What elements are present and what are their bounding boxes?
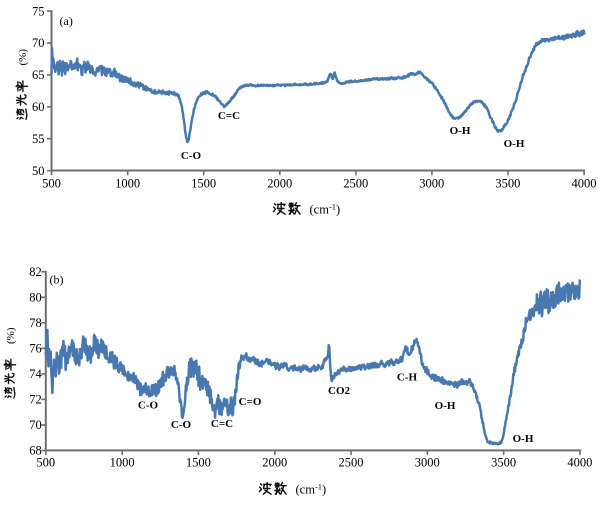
svg-text:65: 65	[32, 68, 45, 82]
svg-text:78: 78	[29, 316, 42, 330]
svg-text:500: 500	[36, 456, 55, 470]
svg-text:50: 50	[32, 164, 45, 178]
svg-text:76: 76	[29, 342, 42, 356]
svg-text:3000: 3000	[419, 176, 444, 190]
svg-text:C=C: C=C	[218, 110, 240, 122]
svg-text:(cm-1): (cm-1)	[310, 201, 341, 216]
svg-text:4000: 4000	[572, 176, 597, 190]
svg-text:O-H: O-H	[513, 433, 534, 445]
svg-text:55: 55	[32, 132, 45, 146]
svg-text:70: 70	[32, 36, 45, 50]
svg-text:C=O: C=O	[239, 396, 262, 408]
svg-text:1000: 1000	[115, 176, 140, 190]
svg-text:2000: 2000	[262, 456, 287, 470]
svg-text:3000: 3000	[415, 456, 440, 470]
svg-text:500: 500	[42, 176, 61, 190]
svg-text:75: 75	[32, 4, 45, 18]
svg-text:C-H: C-H	[397, 371, 418, 383]
svg-text:70: 70	[29, 418, 42, 432]
svg-text:1500: 1500	[186, 456, 211, 470]
svg-text:3500: 3500	[491, 456, 516, 470]
svg-text:(%): (%)	[17, 49, 29, 66]
svg-text:2000: 2000	[267, 176, 292, 190]
svg-text:2500: 2500	[339, 456, 364, 470]
svg-text:4000: 4000	[567, 456, 592, 470]
svg-text:CO2: CO2	[328, 385, 351, 397]
svg-text:60: 60	[32, 100, 45, 114]
svg-text:(a): (a)	[60, 14, 73, 28]
svg-text:82: 82	[29, 265, 42, 279]
svg-text:1500: 1500	[191, 176, 216, 190]
svg-text:74: 74	[29, 367, 42, 381]
svg-text:C=C: C=C	[211, 418, 233, 430]
svg-text:72: 72	[29, 393, 42, 407]
svg-text:(b): (b)	[50, 273, 64, 287]
svg-text:O-H: O-H	[450, 125, 471, 137]
svg-text:2500: 2500	[343, 176, 368, 190]
svg-text:(%): (%)	[5, 327, 17, 344]
svg-text:C-O: C-O	[138, 399, 159, 411]
svg-text:C-O: C-O	[181, 150, 202, 162]
svg-text:68: 68	[29, 444, 42, 458]
svg-text:C-O: C-O	[171, 419, 192, 431]
svg-text:(cm-1): (cm-1)	[296, 481, 327, 496]
svg-text:80: 80	[29, 291, 42, 305]
svg-text:O-H: O-H	[504, 138, 525, 150]
svg-text:O-H: O-H	[435, 400, 456, 412]
svg-text:1000: 1000	[110, 456, 135, 470]
svg-text:3500: 3500	[495, 176, 520, 190]
